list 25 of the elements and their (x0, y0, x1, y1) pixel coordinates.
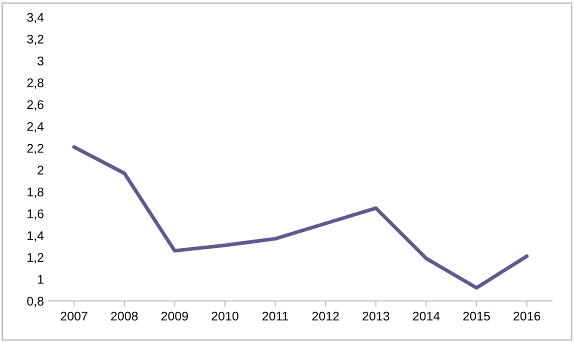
x-tick-label: 2009 (161, 312, 188, 321)
x-tick-label: 2010 (212, 312, 238, 321)
y-tick-label: 3 (38, 56, 44, 66)
line-series (72, 145, 529, 290)
y-tick-label: 2,6 (27, 100, 44, 111)
y-tick-label: 1,6 (28, 209, 44, 220)
x-tick-label: 2016 (514, 312, 540, 321)
x-tick-label: 2008 (111, 312, 138, 321)
x-tick-label: 2013 (362, 312, 390, 321)
x-tick-label: 2011 (262, 312, 288, 321)
y-tick-label: 2,2 (27, 144, 44, 154)
y-tick-label: 3,4 (27, 12, 44, 24)
x-tick-label: 2015 (463, 312, 490, 321)
x-tick-label: 2014 (412, 312, 440, 321)
y-tick-label: 0,8 (27, 296, 44, 308)
y-tick-label: 1,2 (28, 253, 44, 264)
x-tick-label: 2007 (60, 312, 88, 321)
y-tick-label: 1 (38, 275, 44, 284)
y-tick-label: 1,4 (28, 231, 44, 242)
x-tick-label: 2012 (312, 312, 339, 321)
y-tick-label: 2,8 (27, 78, 44, 89)
y-tick-label: 1,8 (28, 188, 44, 198)
y-tick-label: 2,4 (27, 122, 44, 132)
y-tick-label: 3,2 (27, 34, 44, 46)
y-tick-label: 2 (38, 166, 44, 174)
